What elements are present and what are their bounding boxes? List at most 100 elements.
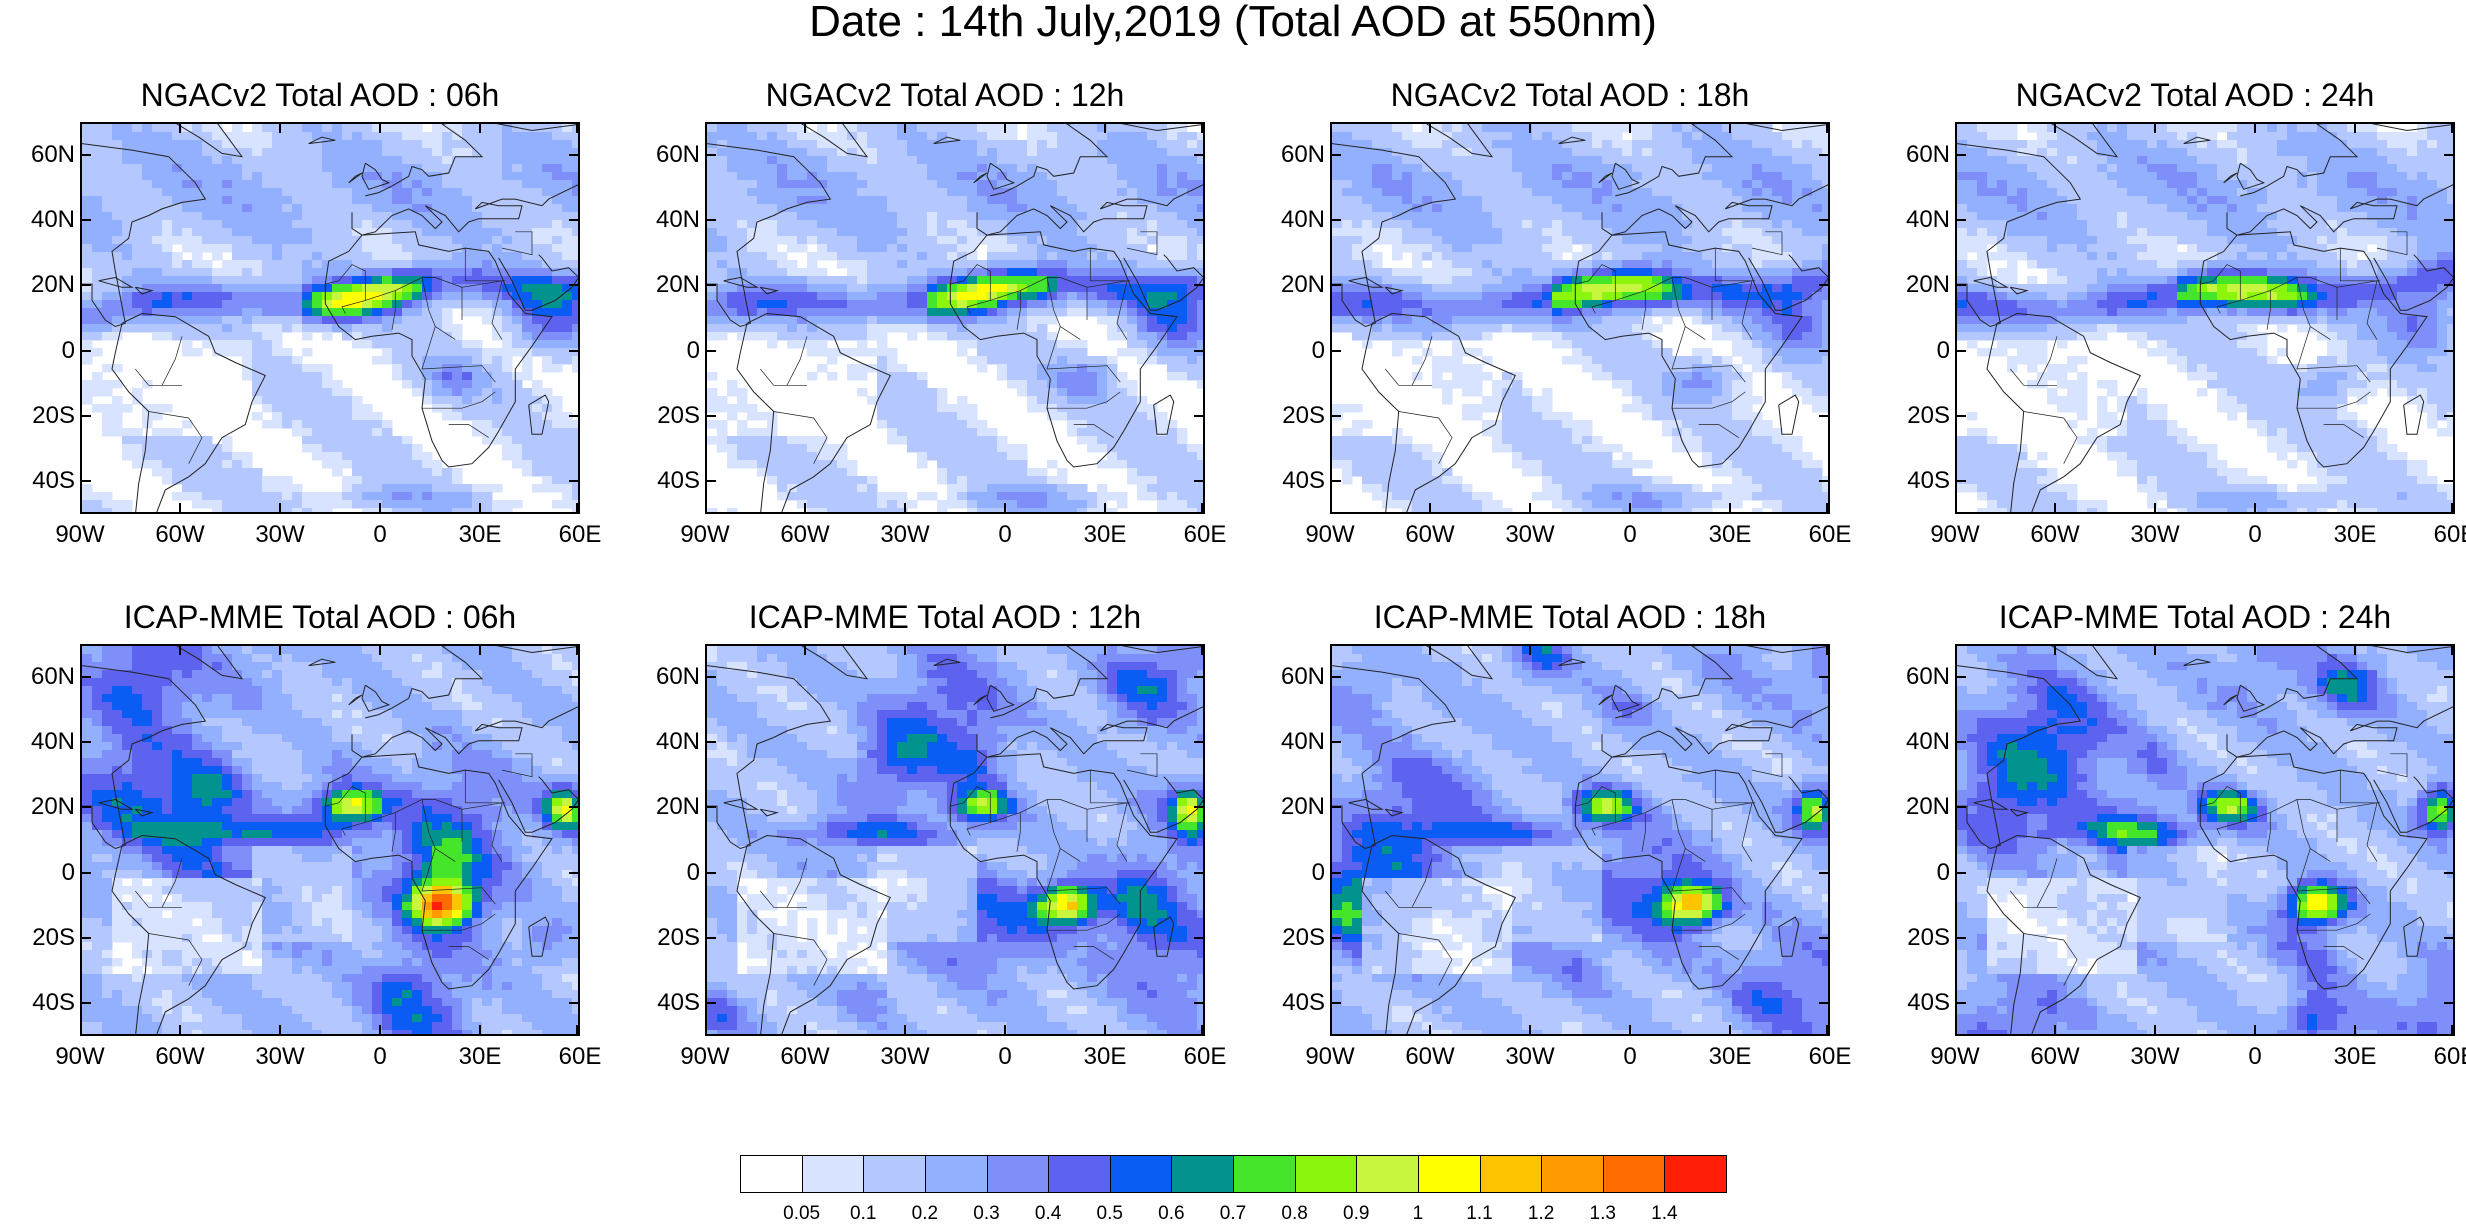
lat-tick-label: 20N: [1255, 272, 1325, 298]
lat-tick-mark: [1957, 350, 1966, 352]
lat-tick-mark: [1957, 480, 1966, 482]
lat-tick-mark: [2444, 480, 2453, 482]
lon-tick-label: 30W: [1490, 1044, 1570, 1070]
lon-tick-label: 30W: [1490, 522, 1570, 548]
lat-tick-mark: [1194, 480, 1203, 482]
lon-tick-label: 0: [965, 522, 1045, 548]
lon-tick-mark: [1729, 646, 1731, 655]
lon-tick-label: 0: [2215, 522, 2295, 548]
lon-tick-mark: [1529, 503, 1531, 512]
lon-tick-label: 60W: [1390, 1044, 1470, 1070]
panel-title: NGACv2 Total AOD : 06h: [0, 75, 640, 115]
lon-tick-label: 0: [340, 1044, 420, 1070]
lat-tick-mark: [1819, 741, 1828, 743]
lat-tick-mark: [2444, 284, 2453, 286]
lon-tick-mark: [1004, 646, 1006, 655]
lon-tick-label: 0: [1590, 522, 1670, 548]
lat-tick-label: 40N: [630, 207, 700, 233]
lat-tick-mark: [1819, 937, 1828, 939]
lat-tick-label: 40S: [1880, 468, 1950, 494]
lat-tick-mark: [1332, 1002, 1341, 1004]
lon-tick-mark: [2254, 124, 2256, 133]
lat-tick-mark: [1194, 676, 1203, 678]
lon-tick-mark: [576, 124, 578, 133]
lat-tick-mark: [1332, 872, 1341, 874]
lat-tick-label: 40S: [5, 468, 75, 494]
lon-tick-mark: [2451, 1025, 2453, 1034]
colorbar-label: 0.9: [1326, 1204, 1386, 1224]
lat-tick-mark: [569, 350, 578, 352]
lat-tick-mark: [1819, 415, 1828, 417]
lon-tick-mark: [705, 1025, 707, 1034]
lat-tick-label: 0: [1255, 338, 1325, 364]
aod-map: [1955, 644, 2455, 1036]
lon-tick-mark: [2154, 124, 2156, 133]
lat-tick-mark: [569, 154, 578, 156]
lat-tick-mark: [1819, 284, 1828, 286]
lat-tick-mark: [1194, 806, 1203, 808]
lon-tick-label: 30E: [440, 1044, 520, 1070]
lat-tick-label: 20S: [630, 925, 700, 951]
panel-title: NGACv2 Total AOD : 12h: [625, 75, 1265, 115]
lat-tick-label: 20N: [630, 794, 700, 820]
lon-tick-mark: [2451, 124, 2453, 133]
lat-tick-mark: [569, 415, 578, 417]
lat-tick-label: 0: [630, 338, 700, 364]
lat-tick-mark: [1819, 219, 1828, 221]
aod-field: [1332, 646, 1830, 1036]
lon-tick-mark: [2054, 124, 2056, 133]
lat-tick-mark: [82, 350, 91, 352]
lon-tick-mark: [279, 124, 281, 133]
lon-tick-mark: [479, 503, 481, 512]
aod-field: [1332, 124, 1830, 514]
lon-tick-mark: [2154, 503, 2156, 512]
lon-tick-label: 30E: [2315, 1044, 2395, 1070]
colorbar-box: [740, 1155, 803, 1193]
colorbar-box: [1480, 1155, 1543, 1193]
lon-tick-mark: [1004, 503, 1006, 512]
lon-tick-mark: [1429, 124, 1431, 133]
colorbar-box: [1418, 1155, 1481, 1193]
lon-tick-mark: [1104, 503, 1106, 512]
lat-tick-label: 0: [1880, 860, 1950, 886]
lat-tick-mark: [707, 1002, 716, 1004]
lon-tick-label: 0: [1590, 1044, 1670, 1070]
lon-tick-mark: [2254, 646, 2256, 655]
lon-tick-mark: [576, 1025, 578, 1034]
lat-tick-mark: [1194, 154, 1203, 156]
colorbar-box: [1541, 1155, 1604, 1193]
lon-tick-mark: [1201, 124, 1203, 133]
lat-tick-mark: [569, 284, 578, 286]
lat-tick-label: 20S: [5, 925, 75, 951]
lat-tick-mark: [1957, 219, 1966, 221]
lat-tick-mark: [2444, 806, 2453, 808]
lon-tick-mark: [1429, 646, 1431, 655]
lon-tick-mark: [1429, 1025, 1431, 1034]
lat-tick-mark: [1957, 284, 1966, 286]
lon-tick-mark: [1955, 646, 1957, 655]
lon-tick-mark: [1529, 1025, 1531, 1034]
lat-tick-mark: [82, 806, 91, 808]
aod-map: [705, 122, 1205, 514]
lat-tick-mark: [569, 806, 578, 808]
lon-tick-mark: [1004, 124, 1006, 133]
lon-tick-label: 0: [2215, 1044, 2295, 1070]
lon-tick-mark: [705, 124, 707, 133]
aod-field: [82, 124, 580, 514]
lat-tick-mark: [569, 480, 578, 482]
lat-tick-label: 60N: [1255, 142, 1325, 168]
lat-tick-label: 0: [5, 338, 75, 364]
lon-tick-mark: [904, 503, 906, 512]
lat-tick-mark: [707, 937, 716, 939]
lon-tick-mark: [1826, 646, 1828, 655]
lon-tick-label: 90W: [40, 522, 120, 548]
aod-map: [1330, 122, 1830, 514]
lat-tick-label: 20S: [1255, 403, 1325, 429]
lat-tick-mark: [707, 284, 716, 286]
lat-tick-mark: [1819, 154, 1828, 156]
colorbar-box: [1603, 1155, 1666, 1193]
lat-tick-mark: [1332, 154, 1341, 156]
lon-tick-mark: [1104, 124, 1106, 133]
